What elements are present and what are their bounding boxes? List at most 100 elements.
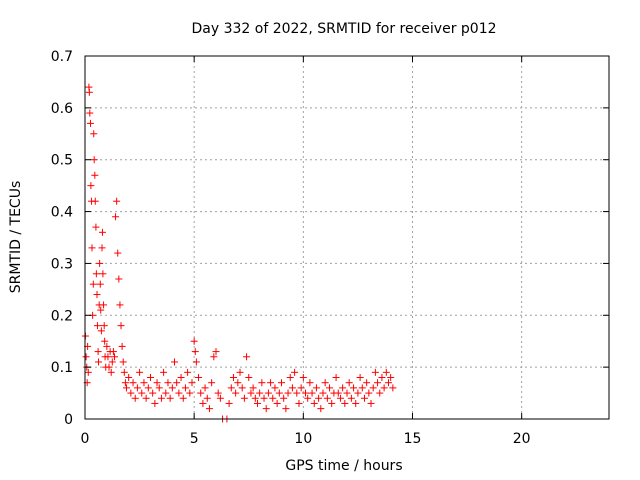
data-point xyxy=(117,322,125,330)
data-point xyxy=(162,389,170,397)
x-tick-label: 20 xyxy=(513,431,531,447)
data-point xyxy=(260,394,268,402)
data-point xyxy=(122,384,130,392)
data-point xyxy=(240,394,248,402)
data-point xyxy=(97,327,105,335)
data-point xyxy=(121,379,129,387)
data-point xyxy=(101,337,109,345)
data-point xyxy=(249,384,257,392)
data-point xyxy=(153,379,161,387)
data-point xyxy=(291,368,299,376)
data-point xyxy=(96,280,104,288)
data-point xyxy=(323,394,331,402)
data-point xyxy=(234,379,242,387)
data-point xyxy=(208,379,216,387)
data-point xyxy=(91,197,99,205)
data-point xyxy=(334,389,342,397)
data-point xyxy=(253,399,261,407)
data-point xyxy=(95,358,103,366)
data-point xyxy=(214,389,222,397)
data-point xyxy=(369,384,377,392)
data-point xyxy=(144,384,152,392)
data-point xyxy=(273,399,281,407)
y-tick-label: 0.7 xyxy=(51,49,73,65)
data-point xyxy=(116,301,124,309)
data-point xyxy=(197,389,205,397)
data-point xyxy=(190,337,198,345)
data-point xyxy=(308,389,316,397)
data-point xyxy=(175,389,183,397)
data-point xyxy=(227,384,235,392)
data-point xyxy=(186,389,194,397)
data-point xyxy=(112,213,120,221)
data-point xyxy=(120,368,128,376)
grid xyxy=(85,55,609,419)
data-point xyxy=(179,394,187,402)
data-point xyxy=(332,374,340,382)
data-point xyxy=(384,379,392,387)
data-point xyxy=(378,374,386,382)
data-point xyxy=(149,389,157,397)
data-point xyxy=(288,384,296,392)
data-point xyxy=(278,379,285,387)
data-point xyxy=(90,130,98,138)
data-point xyxy=(312,384,320,392)
y-tick-label: 0.2 xyxy=(51,308,73,324)
data-point xyxy=(341,399,349,407)
x-axis-label: GPS time / hours xyxy=(285,458,402,474)
x-tick-label: 5 xyxy=(190,431,199,447)
data-point xyxy=(201,384,209,392)
data-point xyxy=(164,379,172,387)
data-point xyxy=(293,389,301,397)
data-point xyxy=(195,374,203,382)
data-point xyxy=(82,353,90,361)
data-point xyxy=(367,399,375,407)
data-point xyxy=(103,342,111,350)
data-point xyxy=(93,291,101,299)
data-point xyxy=(243,353,251,361)
data-point xyxy=(203,394,211,402)
data-point xyxy=(232,389,240,397)
y-tick-label: 0 xyxy=(64,412,73,428)
data-point xyxy=(104,353,112,361)
x-tick-label: 0 xyxy=(81,431,90,447)
data-point xyxy=(299,374,307,382)
data-point xyxy=(264,389,272,397)
data-point xyxy=(295,399,303,407)
data-point xyxy=(229,374,237,382)
data-point xyxy=(339,384,347,392)
y-tick-label: 0.3 xyxy=(51,256,73,272)
data-point xyxy=(363,379,371,387)
data-point xyxy=(212,348,220,356)
data-point xyxy=(92,270,100,278)
data-point xyxy=(371,368,379,376)
data-point xyxy=(387,374,395,382)
data-point xyxy=(358,384,366,392)
data-point xyxy=(210,353,218,361)
data-point xyxy=(92,223,100,231)
data-point xyxy=(127,389,135,397)
data-point xyxy=(171,358,179,366)
data-point xyxy=(173,379,181,387)
data-point xyxy=(317,405,325,413)
data-point xyxy=(151,399,159,407)
data-point xyxy=(133,384,141,392)
data-point xyxy=(114,249,122,257)
y-tick-label: 0.6 xyxy=(51,101,73,117)
x-tick-label: 15 xyxy=(404,431,422,447)
data-point xyxy=(315,394,323,402)
data-point xyxy=(100,322,108,330)
data-point xyxy=(94,348,102,356)
data-point xyxy=(374,379,382,387)
data-point xyxy=(157,394,165,402)
data-point xyxy=(205,405,213,413)
data-point xyxy=(89,280,97,288)
data-point xyxy=(365,389,373,397)
data-point xyxy=(93,322,101,330)
data-point xyxy=(107,368,115,376)
data-point xyxy=(216,394,224,402)
chart-title: Day 332 of 2022, SRMTID for receiver p01… xyxy=(191,21,496,37)
data-point xyxy=(258,379,266,387)
data-point xyxy=(284,389,292,397)
data-point xyxy=(267,379,275,387)
